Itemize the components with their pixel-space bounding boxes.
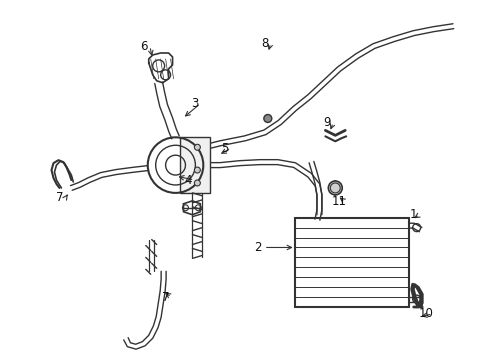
Circle shape — [194, 167, 200, 173]
Circle shape — [264, 114, 271, 122]
Text: 9: 9 — [323, 116, 330, 129]
Bar — [294, 218, 408, 307]
Text: 2: 2 — [254, 241, 261, 254]
Text: 4: 4 — [184, 174, 192, 186]
Text: 1: 1 — [409, 208, 417, 221]
Text: 8: 8 — [261, 37, 268, 50]
Text: 7: 7 — [162, 291, 169, 303]
Circle shape — [194, 144, 200, 150]
Text: 3: 3 — [190, 97, 198, 110]
Text: 10: 10 — [418, 307, 433, 320]
Text: 5: 5 — [221, 142, 228, 155]
Circle shape — [327, 181, 342, 195]
Text: 7: 7 — [56, 192, 63, 204]
Circle shape — [194, 180, 200, 186]
Bar — [180, 137, 210, 193]
Text: 11: 11 — [331, 195, 346, 208]
Text: 6: 6 — [140, 40, 147, 53]
